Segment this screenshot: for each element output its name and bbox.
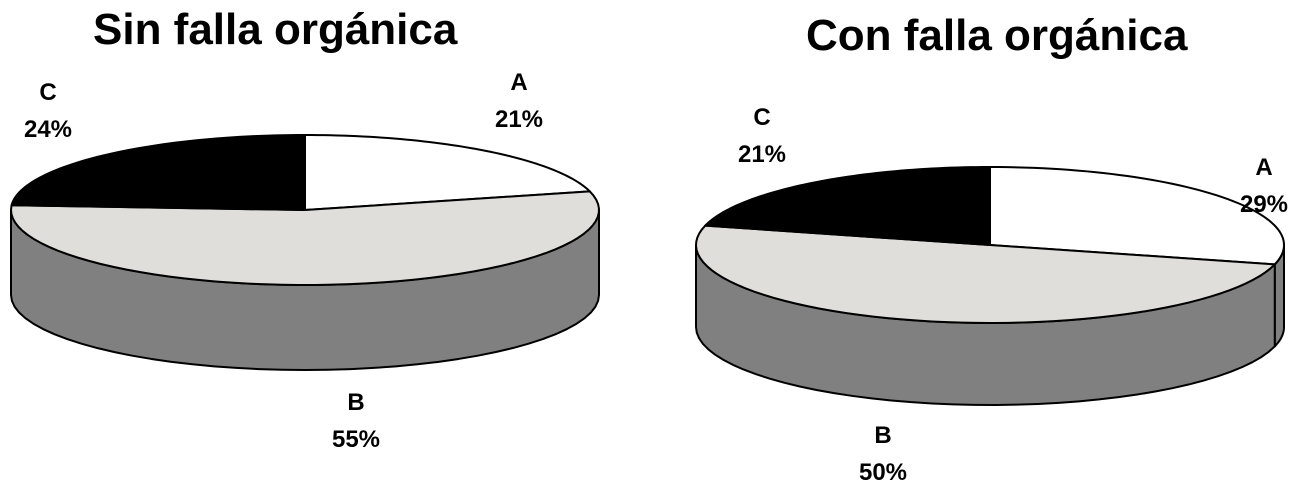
slice-value-b: 55%	[332, 426, 380, 453]
slice-value-c: 21%	[738, 141, 786, 168]
slice-value-a: 21%	[495, 106, 543, 133]
pie-chart-left: A 21% B 55% C 24%	[10, 69, 600, 453]
slice-a	[989, 166, 1285, 266]
chart-title-left: Sin falla orgánica	[93, 5, 458, 54]
slice-value-a: 29%	[1240, 191, 1288, 218]
slice-label-c: C	[39, 79, 56, 106]
slice-c	[10, 134, 306, 211]
pie-chart-right: A 29% B 50% C 21%	[695, 104, 1288, 484]
slice-value-c: 24%	[24, 116, 72, 143]
slice-value-b: 50%	[859, 459, 907, 484]
chart-title-right: Con falla orgánica	[806, 11, 1188, 60]
slice-c	[704, 166, 991, 246]
slice-label-a: A	[510, 69, 527, 96]
slice-label-a: A	[1255, 154, 1272, 181]
slice-label-b: B	[874, 422, 891, 449]
slice-a	[304, 134, 591, 211]
slice-b	[695, 224, 1276, 324]
slice-b	[10, 190, 600, 286]
slice-label-c: C	[753, 104, 770, 131]
slice-label-b: B	[347, 389, 364, 416]
